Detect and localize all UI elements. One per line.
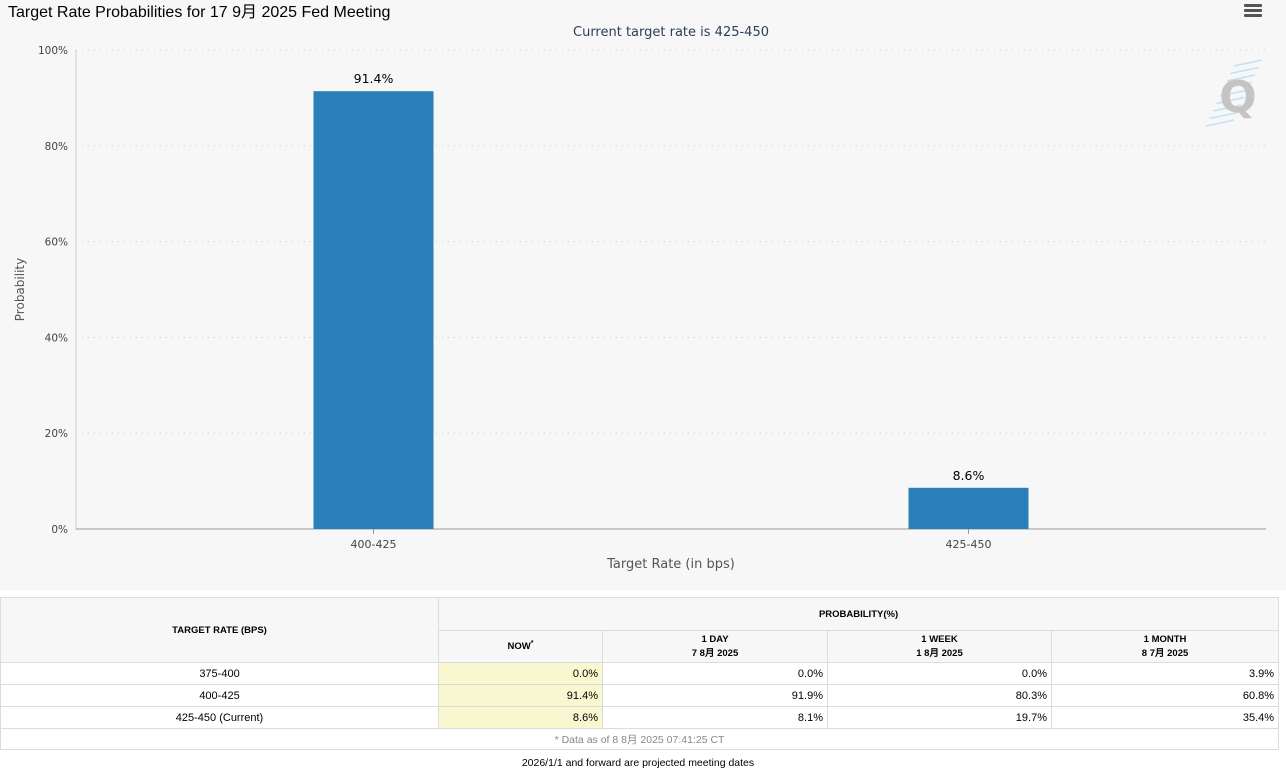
bar-chart: Current target rate is 425-450 0% 20% 40% 60… (13, 25, 1266, 572)
y-tick-label: 0% (51, 524, 68, 536)
col-header-1-month: 1 MONTH 8 7月 2025 (1050, 630, 1280, 663)
probability-table: TARGET RATE (BPS) PROBABILITY(%) NOW* 1 … (0, 597, 1280, 750)
col-header-now: NOW* (438, 630, 603, 663)
x-tick-label: 425-450 (946, 538, 992, 551)
chart-title: Target Rate Probabilities for 17 9月 2025… (8, 4, 391, 21)
y-tick-label: 100% (38, 45, 68, 57)
value-cell: 0.0% (827, 662, 1052, 685)
chart-subtitle: Current target rate is 425-450 (573, 25, 769, 40)
rate-cell: 400-425 (0, 684, 439, 707)
logo-streak (1209, 111, 1238, 120)
y-tick-label: 20% (45, 428, 68, 440)
y-tick-label: 80% (45, 141, 68, 153)
logo-streak (1230, 66, 1259, 75)
x-tick-label: 400-425 (351, 538, 397, 551)
y-axis-title: Probability (13, 258, 27, 321)
logo-streak (1205, 119, 1235, 127)
quikstrike-logo-watermark: Q (1205, 59, 1263, 127)
bar-425-450 (908, 487, 1029, 529)
target-rate-header: TARGET RATE (BPS) (0, 597, 439, 663)
logo-streak (1216, 96, 1245, 105)
value-cell: 0.0% (602, 662, 828, 685)
rate-cell: 375-400 (0, 662, 439, 685)
footnote-row: * Data as of 8 8月 2025 07:41:25 CT (0, 728, 1280, 750)
value-cell: 8.1% (602, 706, 828, 729)
forward-note: 2026/1/1 and forward are projected meeti… (521, 757, 755, 769)
table-row: 375-400 0.0% 0.0% 0.0% 3.9% (0, 662, 1280, 685)
probability-header: PROBABILITY(%) (437, 597, 1280, 631)
value-cell-now: 0.0% (438, 662, 603, 685)
value-cell: 35.4% (1050, 706, 1280, 729)
value-cell-now: 91.4% (438, 684, 603, 707)
logo-streak (1226, 74, 1256, 82)
col-header-1-day: 1 DAY 7 8月 2025 (602, 630, 828, 663)
rate-cell: 425-450 (Current) (0, 706, 439, 729)
y-tick-label: 40% (45, 332, 68, 344)
x-axis-title: Target Rate (in bps) (606, 557, 735, 572)
value-cell: 80.3% (827, 684, 1052, 707)
bar-400-425 (313, 91, 434, 529)
data-timestamp-note: * Data as of 8 8月 2025 07:41:25 CT (0, 728, 1280, 750)
value-cell: 60.8% (1050, 684, 1280, 707)
logo-streak (1233, 59, 1263, 67)
table-row: 400-425 91.4% 91.9% 80.3% 60.8% (0, 684, 1280, 707)
value-cell: 3.9% (1050, 662, 1280, 685)
chart-panel: Target Rate Probabilities for 17 9月 2025… (8, 4, 1266, 572)
value-cell-now: 8.6% (438, 706, 603, 729)
value-cell: 91.9% (602, 684, 828, 707)
table-row: 425-450 (Current) 8.6% 8.1% 19.7% 35.4% (0, 706, 1280, 729)
logo-streak (1219, 89, 1249, 97)
col-header-1-week: 1 WEEK 1 8月 2025 (827, 630, 1052, 663)
bar-value-label: 8.6% (953, 468, 985, 483)
logo-letter: Q (1219, 72, 1256, 123)
hamburger-menu-icon[interactable] (1244, 4, 1262, 18)
logo-streak (1212, 104, 1242, 112)
logo-streak (1223, 81, 1252, 90)
bar-value-label: 91.4% (354, 71, 394, 86)
y-tick-label: 60% (45, 237, 68, 249)
value-cell: 19.7% (827, 706, 1052, 729)
